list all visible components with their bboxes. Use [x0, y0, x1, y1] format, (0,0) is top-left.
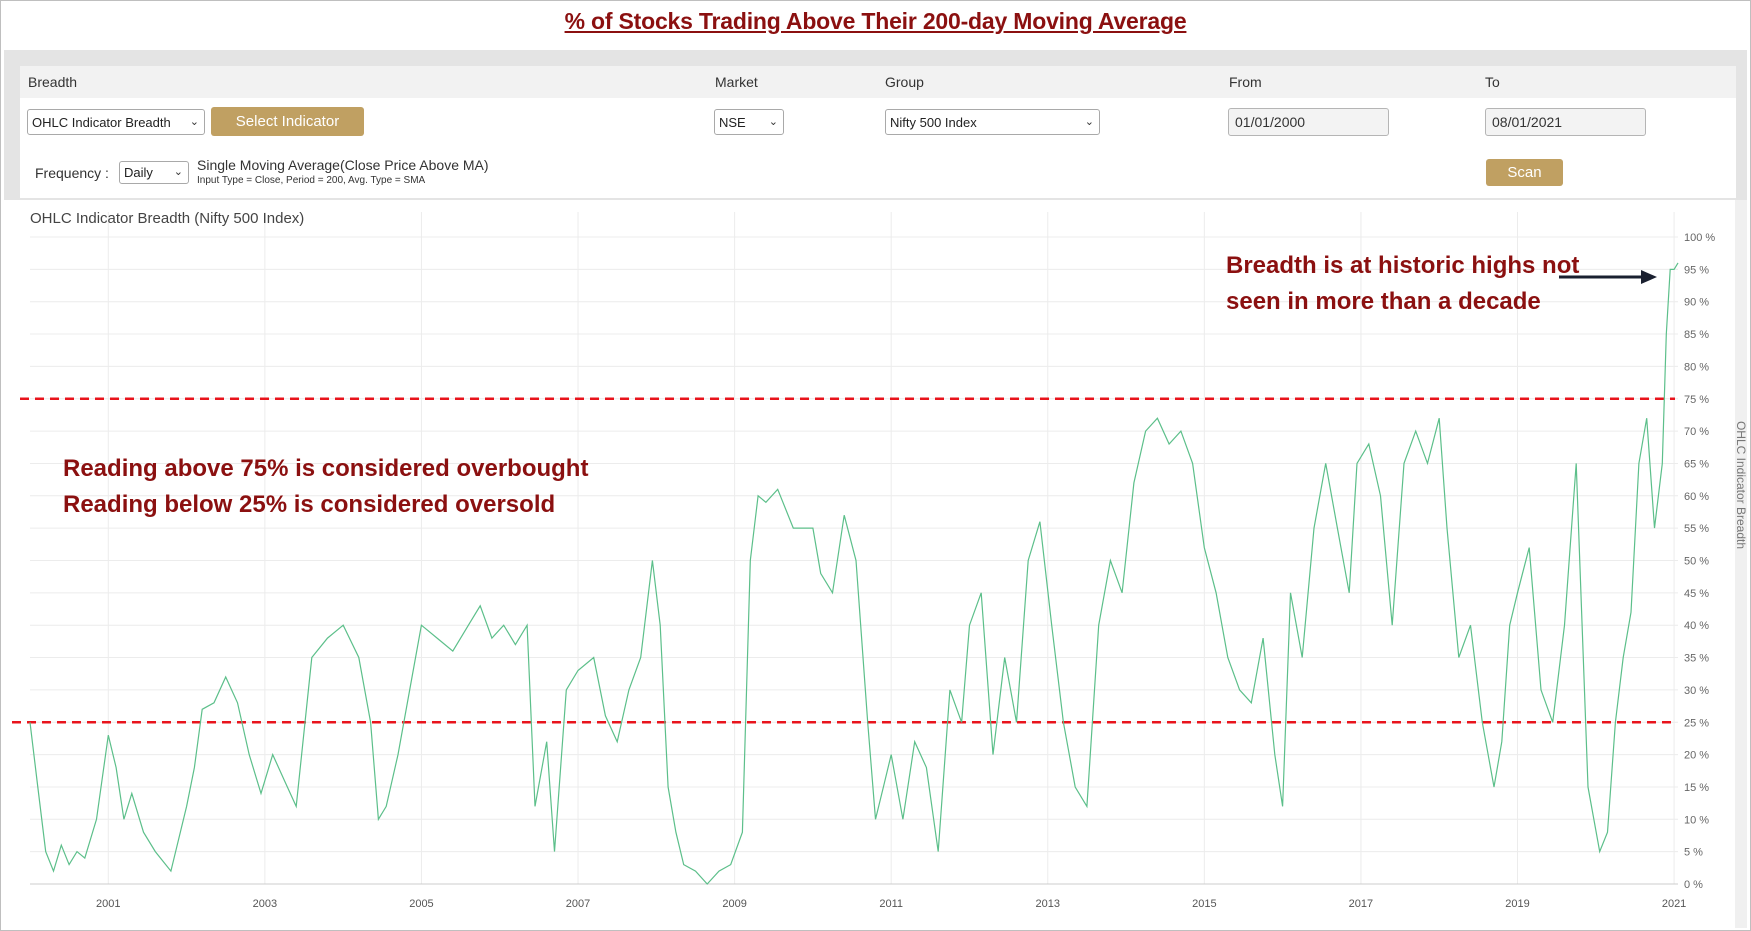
x-tick-label: 2007 — [566, 898, 590, 910]
annotation-top-right-line2: seen in more than a decade — [1226, 288, 1541, 315]
group-label: Group — [885, 74, 924, 90]
frequency-label: Frequency : — [35, 165, 109, 181]
x-tick-label: 2009 — [722, 898, 746, 910]
y-axis-ticks: 0 % 5 % 10 % 15 % 20 % 25 % 30 % 35 % 40 % 45 % 50… — [1684, 232, 1715, 891]
to-date-input[interactable]: 08/01/2021 — [1485, 108, 1646, 136]
annotation-top-right-line1: Breadth is at historic highs not — [1226, 252, 1579, 279]
market-select-value: NSE — [719, 115, 746, 130]
chart-title: OHLC Indicator Breadth (Nifty 500 Index) — [30, 210, 304, 227]
x-tick-label: 2013 — [1036, 898, 1060, 910]
y-tick-label: 30 % — [1684, 685, 1709, 697]
breadth-label: Breadth — [28, 74, 78, 90]
y-tick-label: 85 % — [1684, 329, 1709, 341]
y-tick-label: 35 % — [1684, 653, 1709, 665]
chart-grid — [30, 212, 1678, 885]
y-tick-label: 10 % — [1684, 814, 1709, 826]
from-date-input[interactable]: 01/01/2000 — [1228, 108, 1389, 136]
chevron-down-icon: ⌄ — [189, 116, 199, 128]
chart-container — [4, 200, 1735, 928]
y-tick-label: 20 % — [1684, 750, 1709, 762]
y-tick-label: 15 % — [1684, 782, 1709, 794]
x-tick-label: 2015 — [1192, 898, 1216, 910]
x-tick-label: 2019 — [1505, 898, 1529, 910]
from-label: From — [1229, 74, 1262, 90]
y-tick-label: 50 % — [1684, 556, 1709, 568]
y-tick-label: 25 % — [1684, 717, 1709, 729]
reference-lines — [12, 397, 1675, 724]
x-tick-label: 2021 — [1662, 898, 1686, 910]
page-title: % of Stocks Trading Above Their 200-day … — [564, 8, 1187, 34]
frequency-select-value: Daily — [124, 165, 153, 180]
y-tick-label: 95 % — [1684, 264, 1709, 276]
x-tick-label: 2017 — [1349, 898, 1373, 910]
indicator-name: Single Moving Average(Close Price Above … — [197, 157, 489, 173]
y-tick-label: 75 % — [1684, 394, 1709, 406]
y-tick-label: 0 % — [1684, 879, 1703, 891]
frequency-select[interactable]: Daily ⌄ — [119, 161, 189, 184]
series-line — [29, 262, 1679, 885]
chevron-down-icon: ⌄ — [768, 116, 778, 128]
chevron-down-icon: ⌄ — [1084, 116, 1094, 128]
y-tick-label: 55 % — [1684, 523, 1709, 535]
scan-button[interactable]: Scan — [1486, 159, 1563, 186]
y-tick-label: 5 % — [1684, 847, 1703, 859]
y-tick-label: 70 % — [1684, 426, 1709, 438]
arrow-right-icon — [1641, 270, 1657, 284]
breadth-select-value: OHLC Indicator Breadth — [32, 115, 171, 130]
chevron-down-icon: ⌄ — [173, 166, 183, 178]
x-tick-label: 2011 — [879, 898, 903, 910]
y-axis-label: OHLC Indicator Breadth — [1734, 421, 1748, 549]
annotation-left-line2: Reading below 25% is considered oversold — [63, 491, 555, 518]
y-tick-label: 90 % — [1684, 297, 1709, 309]
market-label: Market — [715, 74, 758, 90]
indicator-params: Input Type = Close, Period = 200, Avg. T… — [197, 175, 426, 186]
x-tick-label: 2005 — [409, 898, 433, 910]
x-axis-ticks: 2001 2003 2005 2007 2009 2011 2013 2015 2017 2019… — [96, 898, 1686, 910]
x-tick-label: 2001 — [96, 898, 120, 910]
group-select[interactable]: Nifty 500 Index ⌄ — [885, 109, 1100, 135]
y-tick-label: 80 % — [1684, 361, 1709, 373]
group-select-value: Nifty 500 Index — [890, 115, 977, 130]
vertical-scrollbar[interactable] — [1735, 200, 1747, 928]
x-tick-label: 2003 — [253, 898, 277, 910]
select-indicator-button[interactable]: Select Indicator — [211, 107, 364, 136]
breadth-select[interactable]: OHLC Indicator Breadth ⌄ — [27, 109, 205, 135]
y-tick-label: 60 % — [1684, 491, 1709, 503]
annotation-left-line1: Reading above 75% is considered overboug… — [63, 455, 588, 482]
y-tick-label: 100 % — [1684, 232, 1715, 244]
market-select[interactable]: NSE ⌄ — [714, 109, 784, 135]
to-label: To — [1485, 74, 1500, 90]
y-tick-label: 65 % — [1684, 458, 1709, 470]
y-tick-label: 45 % — [1684, 588, 1709, 600]
y-tick-label: 40 % — [1684, 620, 1709, 632]
controls-label-row — [20, 66, 1736, 98]
